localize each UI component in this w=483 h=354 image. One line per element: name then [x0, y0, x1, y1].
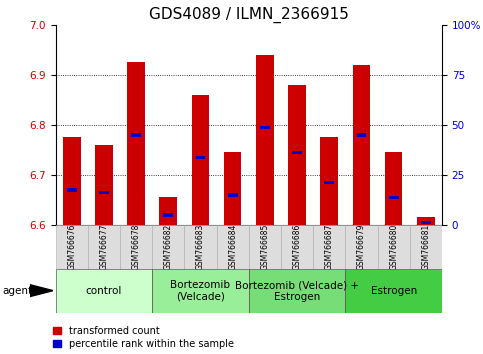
Bar: [152, 225, 185, 269]
Text: Estrogen: Estrogen: [370, 286, 417, 296]
Bar: [88, 225, 120, 269]
Text: GSM766678: GSM766678: [131, 224, 141, 270]
Bar: [185, 225, 216, 269]
Bar: [56, 225, 88, 269]
Text: control: control: [85, 286, 122, 296]
Bar: [313, 225, 345, 269]
Bar: [389, 195, 398, 199]
Bar: [353, 65, 370, 225]
Bar: [152, 269, 249, 313]
Bar: [249, 225, 281, 269]
Text: GSM766682: GSM766682: [164, 224, 173, 270]
Bar: [288, 85, 306, 225]
Text: GSM766677: GSM766677: [99, 224, 108, 270]
Bar: [228, 193, 238, 196]
Bar: [385, 152, 402, 225]
Text: agent: agent: [2, 286, 32, 296]
Bar: [281, 225, 313, 269]
Bar: [131, 133, 141, 137]
Bar: [159, 197, 177, 225]
Bar: [196, 155, 205, 159]
Title: GDS4089 / ILMN_2366915: GDS4089 / ILMN_2366915: [149, 7, 349, 23]
Bar: [95, 145, 113, 225]
Text: GSM766686: GSM766686: [293, 224, 301, 270]
Text: GSM766687: GSM766687: [325, 224, 334, 270]
Bar: [56, 269, 152, 313]
Bar: [345, 269, 442, 313]
Bar: [99, 190, 109, 194]
Bar: [120, 225, 152, 269]
Text: GSM766684: GSM766684: [228, 224, 237, 270]
Legend: transformed count, percentile rank within the sample: transformed count, percentile rank withi…: [53, 326, 234, 349]
Text: GSM766685: GSM766685: [260, 224, 270, 270]
Text: GSM766676: GSM766676: [67, 224, 76, 270]
Bar: [320, 137, 338, 225]
Bar: [163, 213, 173, 217]
Bar: [325, 181, 334, 184]
Bar: [378, 225, 410, 269]
Bar: [192, 95, 209, 225]
Bar: [417, 217, 435, 225]
Bar: [292, 150, 302, 154]
Text: GSM766680: GSM766680: [389, 224, 398, 270]
Text: GSM766679: GSM766679: [357, 224, 366, 270]
Bar: [256, 55, 274, 225]
Bar: [127, 62, 145, 225]
Bar: [260, 126, 270, 129]
Bar: [249, 269, 345, 313]
Bar: [216, 225, 249, 269]
Polygon shape: [30, 285, 53, 297]
Text: GSM766683: GSM766683: [196, 224, 205, 270]
Bar: [224, 152, 242, 225]
Bar: [410, 225, 442, 269]
Text: GSM766681: GSM766681: [421, 224, 430, 270]
Text: Bortezomib
(Velcade): Bortezomib (Velcade): [170, 280, 230, 302]
Text: Bortezomib (Velcade) +
Estrogen: Bortezomib (Velcade) + Estrogen: [235, 280, 359, 302]
Bar: [421, 221, 431, 224]
Bar: [345, 225, 378, 269]
Bar: [67, 188, 76, 192]
Bar: [63, 137, 81, 225]
Bar: [356, 133, 366, 137]
